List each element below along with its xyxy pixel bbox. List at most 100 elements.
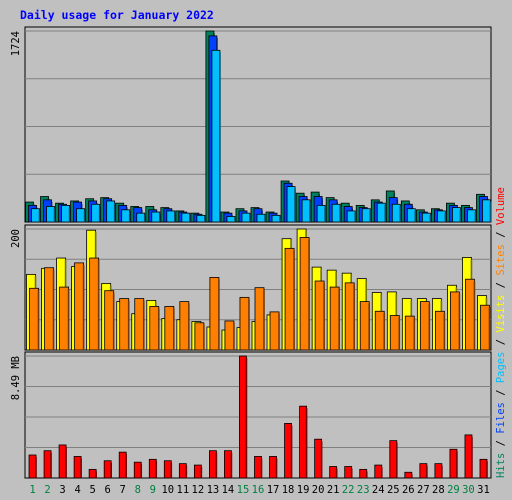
day-label: 11 bbox=[177, 484, 190, 496]
bar-pages bbox=[286, 186, 296, 223]
day-label: 9 bbox=[150, 484, 156, 496]
bar-pages bbox=[331, 203, 341, 223]
day-label: 19 bbox=[297, 484, 310, 496]
bar-pages bbox=[61, 204, 70, 223]
legend-label: Sites bbox=[495, 244, 507, 276]
day-label: 25 bbox=[387, 484, 400, 496]
bar-sites bbox=[374, 310, 385, 351]
bar-pages bbox=[121, 209, 131, 223]
bar-volume bbox=[344, 466, 353, 479]
day-label: 21 bbox=[327, 484, 340, 496]
bar-volume bbox=[269, 456, 277, 479]
bar-sites bbox=[194, 322, 205, 351]
bar-pages bbox=[256, 213, 266, 223]
bar-sites bbox=[119, 298, 130, 351]
bar-volume bbox=[118, 451, 127, 479]
day-label: 20 bbox=[312, 484, 325, 496]
bar-sites bbox=[284, 247, 295, 351]
bar-pages bbox=[406, 208, 416, 223]
series-legend: Hits / Files / Pages / Visits / Sites / … bbox=[495, 187, 507, 478]
bar-pages bbox=[181, 212, 191, 223]
day-label: 29 bbox=[447, 484, 460, 496]
panel-max-label: 200 bbox=[10, 229, 22, 248]
bar-pages bbox=[271, 214, 281, 223]
bar-volume bbox=[73, 456, 82, 479]
panel-visits-sites: 200 bbox=[10, 224, 492, 351]
bar-pages bbox=[106, 200, 116, 223]
day-label: 22 bbox=[342, 484, 355, 496]
bar-sites bbox=[104, 290, 115, 351]
day-label: 13 bbox=[207, 484, 220, 496]
bar-sites bbox=[149, 306, 160, 351]
bar-volume bbox=[103, 460, 112, 479]
x-axis-day-labels: 1 2 3 4 5 6 7 8 9 10 11 12 13 14 15 16 17 18 19 20 21 22 23 24 2… bbox=[29, 484, 489, 496]
day-label: 31 bbox=[477, 484, 490, 496]
bar-sites bbox=[419, 301, 430, 351]
bar-volume bbox=[28, 454, 37, 479]
bar-pages bbox=[46, 206, 55, 223]
day-label: 26 bbox=[402, 484, 415, 496]
bar-sites bbox=[314, 280, 325, 351]
bar-pages bbox=[391, 203, 401, 223]
bar-pages bbox=[241, 212, 251, 223]
bar-pages bbox=[376, 202, 386, 223]
bar-sites bbox=[404, 315, 415, 351]
bar-pages bbox=[452, 207, 461, 223]
bar-sites bbox=[329, 286, 340, 351]
day-label: 27 bbox=[417, 484, 430, 496]
bar-sites bbox=[164, 306, 175, 351]
day-label: 3 bbox=[59, 484, 65, 496]
day-label: 5 bbox=[89, 484, 95, 496]
bar-sites bbox=[44, 267, 54, 351]
bar-volume bbox=[193, 464, 202, 479]
panel-frame bbox=[24, 26, 492, 223]
bar-sites bbox=[269, 311, 280, 351]
bar-pages bbox=[226, 216, 236, 223]
legend-label: / bbox=[495, 276, 507, 295]
bar-volume bbox=[224, 450, 232, 479]
bar-sites bbox=[89, 257, 100, 351]
panel-max-label: 8.49 MB bbox=[10, 356, 22, 400]
bar-volume bbox=[464, 434, 473, 479]
bar-pages bbox=[196, 214, 206, 223]
bar-pages bbox=[361, 208, 371, 223]
day-label: 14 bbox=[222, 484, 235, 496]
bar-sites bbox=[359, 301, 370, 351]
day-label: 12 bbox=[192, 484, 205, 496]
chart-title: Daily usage for January 2022 bbox=[20, 8, 214, 22]
bar-volume bbox=[209, 450, 217, 479]
panel-max-label: 1724 bbox=[10, 31, 22, 56]
bar-pages bbox=[301, 199, 311, 223]
bar-volume bbox=[419, 463, 428, 479]
bar-pages bbox=[482, 199, 491, 223]
bar-volume bbox=[133, 461, 142, 479]
legend-label: Hits bbox=[495, 453, 507, 478]
bar-pages bbox=[421, 212, 431, 223]
day-label: 18 bbox=[282, 484, 295, 496]
day-label: 1 bbox=[29, 484, 35, 496]
day-label: 17 bbox=[267, 484, 280, 496]
bar-sites bbox=[254, 287, 265, 351]
bar-volume bbox=[178, 463, 187, 479]
day-label: 2 bbox=[44, 484, 50, 496]
bar-volume bbox=[58, 444, 67, 479]
bar-pages bbox=[136, 212, 146, 223]
bar-sites bbox=[29, 287, 39, 351]
bar-volume bbox=[43, 450, 52, 479]
panel-hits-files-pages: 1724 bbox=[10, 26, 492, 223]
bar-volume bbox=[329, 466, 338, 479]
bar-pages bbox=[436, 210, 446, 223]
bar-volume bbox=[449, 448, 458, 479]
bar-volume bbox=[254, 456, 262, 479]
day-label: 15 bbox=[237, 484, 250, 496]
bar-volume bbox=[239, 355, 247, 479]
day-label: 10 bbox=[161, 484, 174, 496]
bar-volume bbox=[148, 458, 157, 479]
bar-pages bbox=[211, 49, 221, 223]
day-label: 28 bbox=[432, 484, 445, 496]
bar-pages bbox=[76, 208, 86, 223]
bar-volume bbox=[434, 463, 443, 479]
bar-volume bbox=[88, 468, 97, 479]
bar-sites bbox=[389, 315, 400, 351]
bar-sites bbox=[434, 310, 445, 351]
